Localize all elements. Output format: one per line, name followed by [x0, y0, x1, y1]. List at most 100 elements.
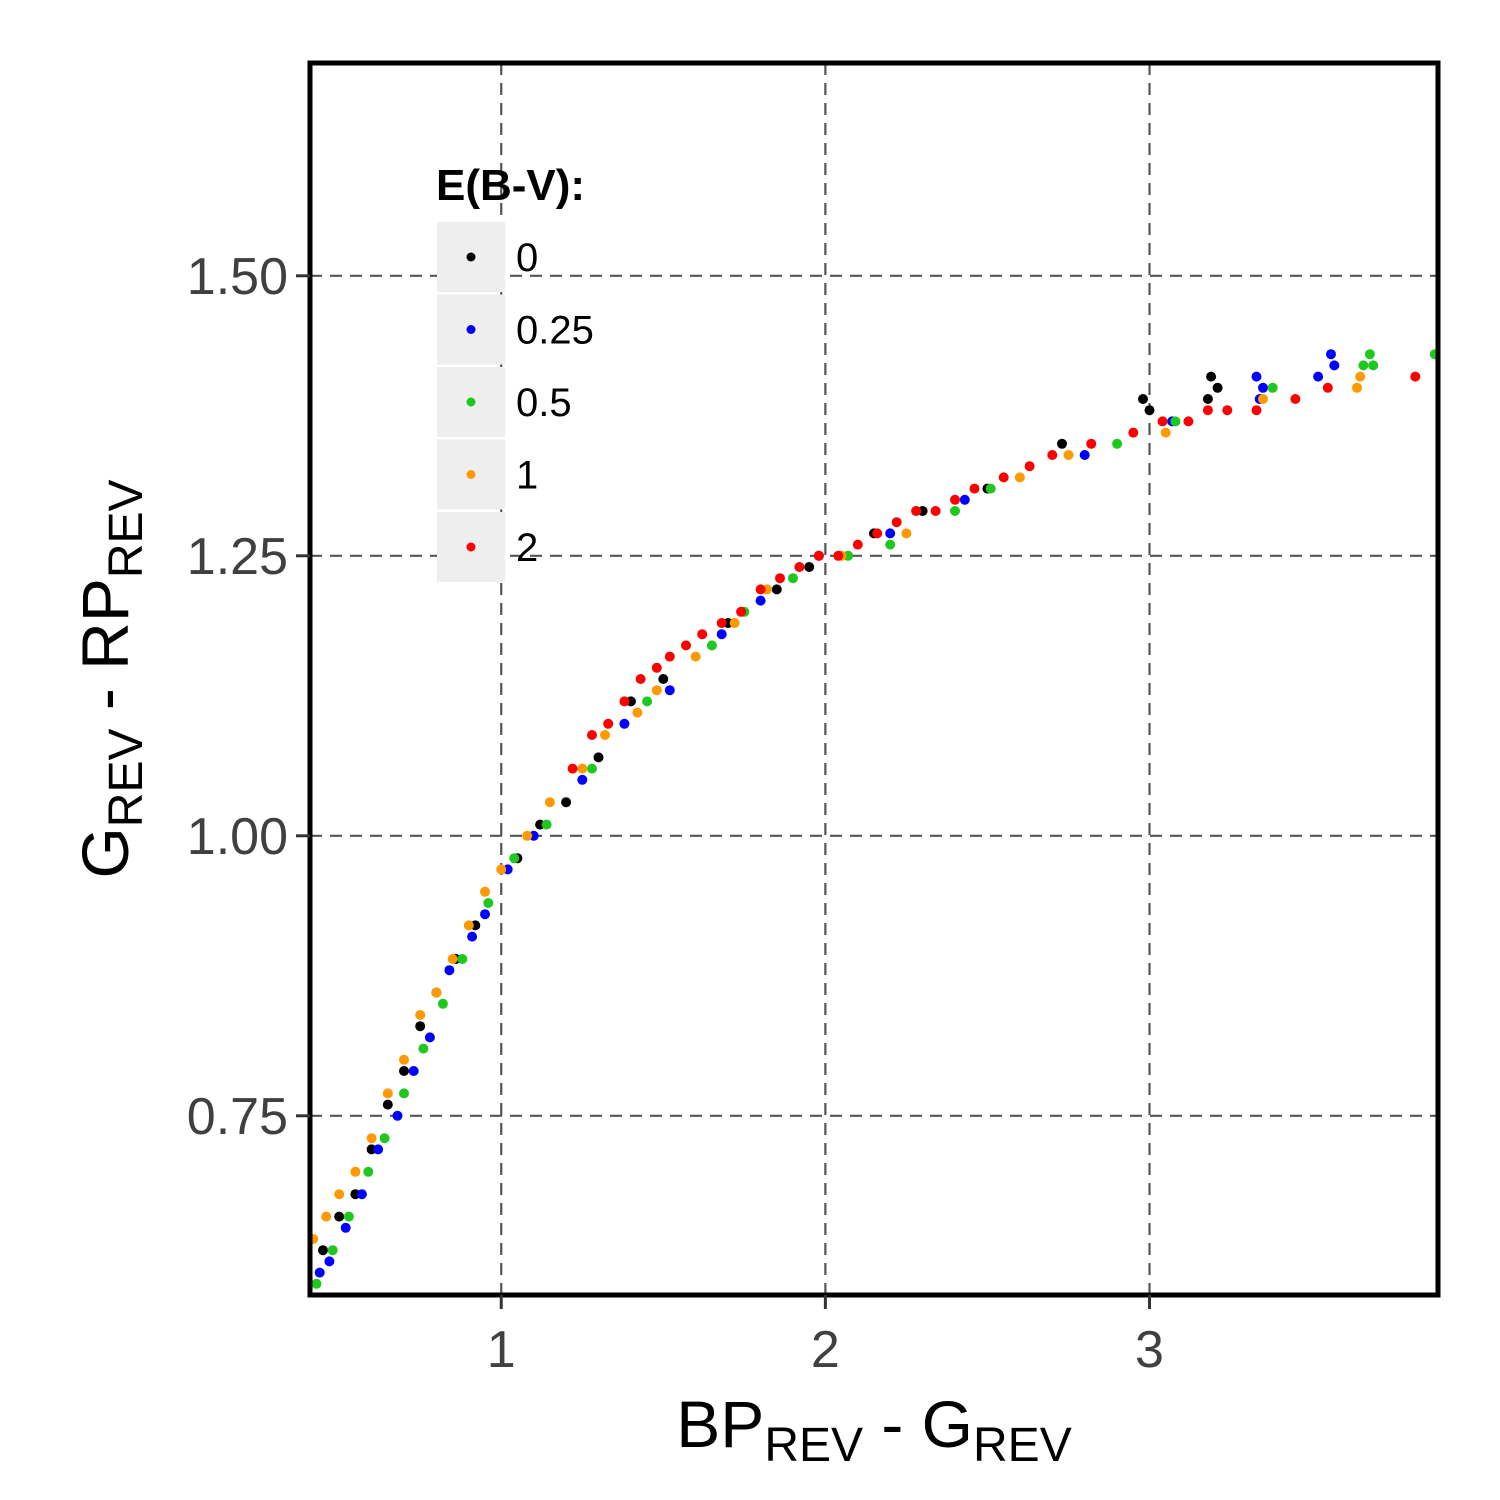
data-point [314, 1267, 325, 1278]
data-point [334, 1189, 345, 1200]
data-point [1170, 416, 1181, 427]
data-point [716, 618, 727, 628]
legend-key-dot [466, 397, 476, 407]
data-point [1368, 360, 1379, 371]
data-point [437, 998, 448, 1009]
data-point [431, 987, 442, 998]
data-point [1202, 394, 1213, 404]
data-point [424, 1032, 435, 1043]
data-point [635, 674, 646, 684]
data-point [950, 494, 960, 505]
data-point [561, 797, 572, 808]
data-point [690, 651, 701, 662]
series-1 [308, 371, 1366, 1244]
data-point [1364, 349, 1375, 360]
data-point [664, 685, 675, 696]
data-point [901, 528, 912, 539]
data-point [872, 528, 883, 539]
data-point [366, 1133, 377, 1144]
data-point [1047, 450, 1058, 460]
data-point [1290, 394, 1301, 404]
data-point [577, 774, 588, 785]
data-point [804, 562, 815, 572]
legend-title: E(B-V): [436, 161, 585, 210]
legend: E(B-V): 0 0.25 0.5 1 2 [436, 161, 594, 582]
data-point [567, 763, 578, 774]
data-point [593, 752, 604, 763]
legend-key-dot [466, 325, 476, 334]
plot-border [307, 60, 1441, 1298]
data-point [1313, 371, 1324, 382]
data-point [969, 483, 980, 494]
data-point [651, 662, 662, 673]
x-axis-title: BPREV - GREV [676, 1387, 1071, 1472]
data-point [480, 886, 490, 897]
data-point [813, 550, 824, 561]
data-point [1183, 416, 1194, 427]
x-tick-label: 3 [1135, 1321, 1164, 1379]
data-point [771, 584, 782, 595]
data-point [1138, 394, 1148, 404]
data-point [664, 651, 675, 662]
y-tick-label: 1.50 [187, 248, 288, 306]
data-point [985, 483, 996, 494]
data-point [587, 763, 597, 774]
data-point [382, 1099, 393, 1110]
data-point [544, 797, 555, 808]
legend-key-dot [466, 470, 476, 479]
data-point [483, 898, 494, 908]
data-point [788, 573, 798, 584]
data-point [681, 640, 691, 651]
legend-label: 2 [516, 526, 538, 570]
y-tick-label: 0.75 [187, 1088, 288, 1146]
data-point [658, 674, 669, 684]
legend-label: 0.25 [516, 309, 594, 353]
data-point [959, 494, 970, 505]
data-point [1212, 382, 1223, 393]
data-point [755, 584, 766, 595]
data-point [619, 696, 630, 707]
y-tick-label: 1.00 [187, 808, 288, 866]
legend-label: 0.5 [516, 381, 572, 425]
data-point [1024, 461, 1035, 472]
data-point [1258, 394, 1268, 404]
data-point [408, 1066, 419, 1076]
data-point [1329, 360, 1340, 371]
data-point [311, 1278, 322, 1289]
data-point [1352, 382, 1362, 393]
data-point [1112, 438, 1123, 449]
x-tick-label: 1 [487, 1321, 516, 1379]
data-point [1326, 349, 1336, 360]
data-point [600, 730, 610, 740]
data-point [350, 1166, 361, 1177]
data-point [340, 1222, 351, 1233]
data-point [891, 517, 902, 528]
data-point [642, 696, 653, 707]
data-point [1128, 427, 1139, 438]
data-point [334, 1211, 345, 1222]
data-point [509, 853, 520, 864]
data-point [382, 1088, 393, 1099]
data-point [444, 965, 455, 976]
data-points [308, 349, 1440, 1289]
data-point [480, 909, 490, 920]
legend-key-dot [466, 252, 476, 262]
data-point [603, 718, 614, 729]
legend-label: 1 [516, 454, 538, 498]
data-point [885, 528, 896, 539]
data-point [318, 1245, 328, 1256]
data-point [1251, 405, 1262, 416]
data-point [1086, 438, 1097, 449]
data-point [363, 1166, 374, 1177]
data-point [418, 1043, 429, 1054]
data-point [415, 1010, 426, 1020]
data-point [1355, 371, 1366, 382]
legend-key-dot [466, 542, 476, 552]
data-point [619, 718, 630, 729]
data-point [327, 1245, 338, 1256]
data-point [399, 1088, 409, 1099]
data-point [496, 864, 507, 875]
data-point [651, 685, 662, 696]
data-point [736, 606, 747, 617]
